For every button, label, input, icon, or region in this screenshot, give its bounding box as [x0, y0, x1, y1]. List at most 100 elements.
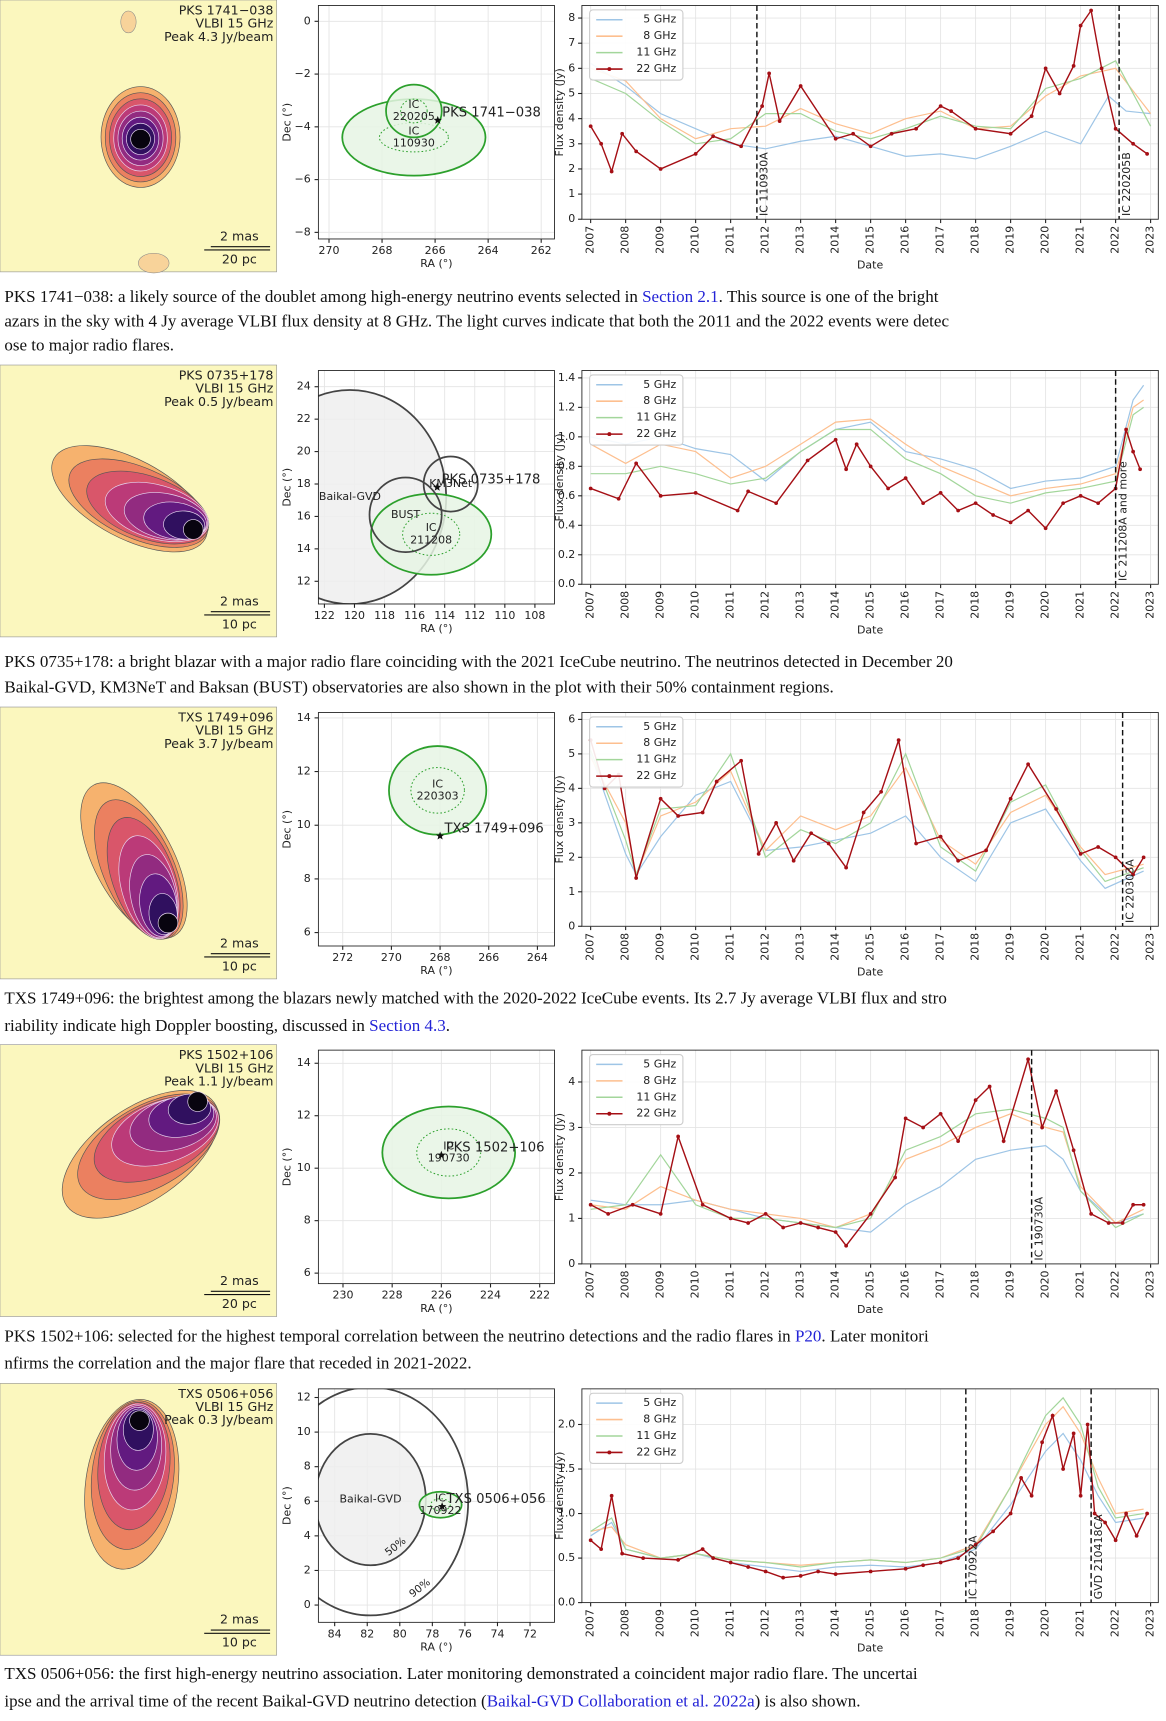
data-point: [774, 501, 779, 506]
data-point: [903, 476, 908, 480]
y-tick-label: 0.0: [558, 577, 575, 590]
x-tick-label: 116: [404, 609, 425, 622]
x-tick-label: 272: [332, 951, 353, 964]
x-tick-label: 224: [480, 1289, 501, 1302]
legend-marker: [607, 1111, 612, 1116]
data-point: [1134, 1533, 1139, 1538]
x-tick-label: 2022: [1109, 933, 1122, 961]
legend-label: 11 GHz: [636, 411, 676, 424]
caption-line: ipse and the arrival time of the recent …: [4, 1691, 860, 1710]
region-label: 190730: [428, 1151, 470, 1164]
data-point: [938, 491, 943, 495]
data-point: [658, 167, 663, 171]
data-point: [658, 493, 663, 498]
image-label: TXS 0506+056: [177, 1386, 273, 1401]
event-label: IC 190730A: [1032, 1196, 1045, 1260]
y-tick-label: 1.0: [558, 430, 575, 443]
data-point: [1040, 1440, 1044, 1445]
data-point: [1071, 1431, 1076, 1436]
x-tick-label: 2023: [1144, 1609, 1157, 1637]
scale-label: 20 pc: [222, 251, 257, 266]
caption-line: azars in the sky with 4 Jy average VLBI …: [4, 311, 949, 330]
y-tick-label: 1: [568, 187, 575, 200]
x-tick-label: 2015: [864, 933, 877, 961]
data-point: [868, 1212, 873, 1216]
data-point: [921, 1563, 925, 1568]
data-point: [896, 738, 901, 742]
axes-frame: [581, 370, 1159, 585]
data-point: [844, 865, 849, 870]
data-point: [616, 496, 621, 501]
caption-text: PKS 1502+106: selected for the highest t…: [4, 1326, 795, 1345]
regions: [341, 83, 487, 177]
series-line: [590, 1108, 1144, 1229]
y-tick-label: 0.5: [558, 1551, 575, 1564]
x-tick-label: 80: [393, 1627, 407, 1640]
containment-region: [418, 1490, 463, 1519]
x-axis-label: RA (°): [420, 257, 452, 270]
x-tick-label: 2022: [1109, 591, 1122, 619]
data-point: [781, 1225, 786, 1230]
data-point: [1096, 845, 1100, 849]
y-tick-label: 1.5: [558, 1462, 575, 1475]
x-tick-label: 2009: [654, 933, 667, 961]
data-point: [658, 796, 663, 801]
data-point: [700, 810, 705, 815]
x-tick-label: 2019: [1004, 1609, 1017, 1637]
x-tick-label: 2020: [1039, 933, 1052, 961]
data-point: [903, 1116, 908, 1121]
region-label: Baikal-GVD: [319, 490, 381, 503]
y-tick-label: 6: [304, 1266, 311, 1279]
y-tick-label: 24: [297, 380, 311, 393]
x-tick-label: 2019: [1004, 933, 1017, 961]
caption-text: TXS 0506+056: the first high-energy neut…: [4, 1664, 918, 1683]
y-axis-label: Dec (°): [281, 103, 294, 142]
legend-label: 5 GHz: [643, 1057, 676, 1070]
series-line: [589, 739, 1145, 879]
x-tick-label: 2012: [759, 1609, 772, 1637]
data-point: [833, 1230, 838, 1234]
data-point: [1078, 493, 1083, 498]
data-point: [634, 149, 639, 154]
regions: [318, 1388, 470, 1617]
data-point: [886, 486, 890, 491]
data-point: [676, 814, 681, 818]
y-tick-label: 2: [568, 850, 575, 863]
image-label: PKS 0735+178: [179, 367, 274, 382]
caption-line: TXS 0506+056: the first high-energy neut…: [4, 1664, 918, 1683]
series-line: [590, 8, 1148, 174]
data-point: [1026, 1057, 1030, 1062]
x-axis-label: RA (°): [420, 622, 452, 635]
y-tick-label: 8: [304, 872, 311, 885]
data-point: [1029, 114, 1034, 118]
series-line: [590, 757, 1144, 877]
source-label: TXS 1749+096: [443, 821, 543, 836]
image-label: TXS 1749+096: [177, 710, 273, 725]
region-label: BUST: [391, 508, 421, 521]
data-point: [599, 141, 604, 146]
x-tick-label: 114: [434, 609, 455, 622]
x-tick-label: 2016: [899, 1270, 912, 1298]
y-axis-label: Flux density (Jy): [553, 775, 566, 863]
y-tick-label: 10: [297, 1161, 311, 1174]
x-tick-label: 2014: [829, 1609, 842, 1637]
data-point: [1145, 1511, 1149, 1516]
data-point: [798, 84, 803, 88]
series-line: [590, 1145, 1144, 1233]
x-tick-label: 228: [382, 1289, 403, 1302]
x-tick-label: 2009: [654, 1609, 667, 1637]
series-line: [590, 1396, 1144, 1568]
data-point: [991, 513, 995, 517]
caption-line: TXS 1749+096: the brightest among the bl…: [4, 989, 946, 1008]
axes-frame: [581, 1388, 1159, 1604]
y-tick-label: 6: [304, 926, 311, 939]
data-point: [767, 71, 772, 76]
series-line: [590, 406, 1144, 504]
data-point: [728, 1216, 733, 1221]
inner-region: [400, 98, 428, 124]
